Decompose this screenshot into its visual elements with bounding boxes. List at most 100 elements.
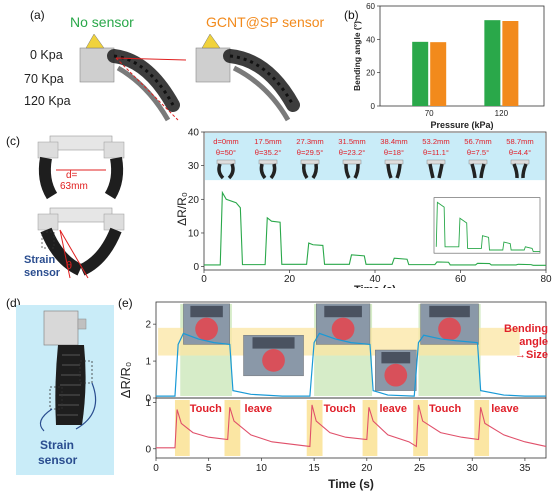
x-tick-label-e: 0	[153, 463, 159, 474]
touch-leave-band	[362, 400, 378, 456]
grip-photo	[183, 303, 230, 345]
y-tick-label-b: 0	[371, 102, 376, 111]
angle-label: θ=23.2°	[339, 148, 365, 157]
x-tick-label-e: 15	[309, 463, 321, 474]
gripper-photos-c	[37, 135, 125, 279]
gripper-state-icon	[426, 159, 446, 179]
gripper-state-finger-left	[301, 163, 309, 180]
gripper-state-icon	[468, 159, 488, 179]
distance-label: 56.7mm	[464, 137, 491, 146]
distance-label: 27.3mm	[296, 137, 323, 146]
y-tick-label-c: 40	[188, 128, 200, 139]
gripper-photos-a	[79, 33, 300, 122]
distance-label: 53.2mm	[422, 137, 449, 146]
gripper-shape	[381, 352, 411, 364]
pressure-label-0: 0 Kpa	[30, 48, 63, 62]
touch-label: Touch	[324, 403, 356, 415]
touch-label: Touch	[190, 403, 222, 415]
gripper-shape	[324, 305, 362, 318]
gripper-state-finger-right	[311, 163, 319, 180]
gripper-state-finger-left	[344, 163, 351, 179]
plot-frame-e-bottom	[155, 397, 547, 459]
gripper-shape	[429, 305, 470, 318]
gripper-state-icon	[384, 159, 404, 179]
grip-photo	[375, 349, 417, 391]
line-chart-c: d=0mm θ=50° 17.5mm θ=35.2° 27.3mm θ=29.5° 31.5…	[176, 128, 552, 288]
inset-frame-c	[433, 197, 541, 254]
panel-label-a: (a)	[30, 8, 45, 22]
y-axis-label-b: Bending angle (°)	[352, 21, 362, 91]
gripper-shape	[252, 337, 295, 349]
theta-label: θ	[66, 260, 73, 272]
gripper-state-icon	[258, 159, 278, 180]
panel-label-c: (c)	[6, 134, 20, 148]
x-tick-label-e: 35	[519, 463, 531, 474]
gripper-state-base	[300, 159, 320, 165]
angle-label: θ=4.4°	[509, 148, 531, 157]
gripper-state-base	[468, 159, 488, 165]
gripper-state-base	[510, 159, 530, 165]
gripper-state-base	[426, 159, 446, 165]
pressure-label-70: 70 Kpa	[24, 72, 64, 86]
y-tick-label-e-top: 1	[145, 357, 151, 368]
distance-label: d=0mm	[213, 137, 239, 146]
x-tick-label-e: 20	[361, 463, 373, 474]
touch-leave-band	[413, 400, 428, 456]
distance-label: 58.7mm	[506, 137, 533, 146]
bar-b	[484, 20, 501, 107]
gripper-state-finger-left	[217, 163, 225, 180]
gripper-sensor-d	[39, 310, 97, 432]
x-tick-label-c: 20	[284, 274, 296, 285]
panel-label-e: (e)	[118, 296, 133, 310]
gripper-state-base	[342, 159, 362, 165]
apple-shape	[384, 363, 408, 387]
size-annotation: angle	[519, 336, 548, 348]
angle-label: θ=35.2°	[255, 148, 281, 157]
gripper-state-finger-left	[259, 163, 267, 180]
gripper-state-finger-right	[353, 163, 360, 179]
y-tick-label-e-bottom: 1	[145, 398, 151, 409]
strain-sensor-label-d-1: Strain	[40, 438, 75, 452]
x-tick-label-c: 60	[455, 274, 467, 285]
gripper-state-finger-right	[269, 163, 277, 180]
y-tick-label-b: 20	[366, 69, 375, 78]
touch-leave-band	[474, 400, 490, 456]
inset-line-c	[435, 201, 540, 253]
gripper-state-base	[258, 159, 278, 165]
series-line-c	[204, 190, 546, 266]
y-axis-label-e: ΔR/R₀	[118, 362, 133, 398]
y-axis-label-c: ΔR/R₀	[176, 192, 189, 226]
angle-label: θ=18°	[384, 148, 404, 157]
x-tick-label-b: 70	[425, 109, 434, 118]
panel-label-b: (b)	[344, 8, 359, 22]
gripper-state-finger-left	[428, 163, 435, 179]
series-line-e-bottom	[156, 404, 547, 449]
apple-shape	[262, 349, 285, 372]
x-tick-label-e: 25	[414, 463, 426, 474]
gripper-state-base	[384, 159, 404, 165]
angle-label: θ=50°	[216, 148, 236, 157]
x-tick-label-c: 0	[201, 274, 207, 285]
gripper-state-finger-left	[386, 163, 393, 179]
leave-label: leave	[491, 403, 519, 415]
gripper-shape	[190, 305, 223, 318]
x-tick-label-c: 40	[369, 274, 381, 285]
y-tick-label-c: 30	[188, 161, 200, 172]
strain-sensor-label-c-1: Strain	[24, 254, 56, 266]
d-label: d=	[66, 170, 78, 181]
d-value: 63mm	[60, 181, 88, 192]
touch-leave-band	[306, 400, 323, 456]
series-line-e-top	[156, 332, 546, 397]
gripper-state-icon	[300, 159, 320, 180]
y-tick-label-c: 20	[188, 195, 200, 206]
distance-label: 38.4mm	[380, 137, 407, 146]
apple-shape	[195, 317, 218, 341]
grip-photo	[316, 303, 371, 345]
y-tick-label-e-top: 0	[145, 394, 151, 405]
leave-label: leave	[245, 403, 273, 415]
x-axis-label-b: Pressure (kPa)	[430, 120, 493, 130]
distance-label: 31.5mm	[338, 137, 365, 146]
x-tick-label-e: 5	[206, 463, 212, 474]
